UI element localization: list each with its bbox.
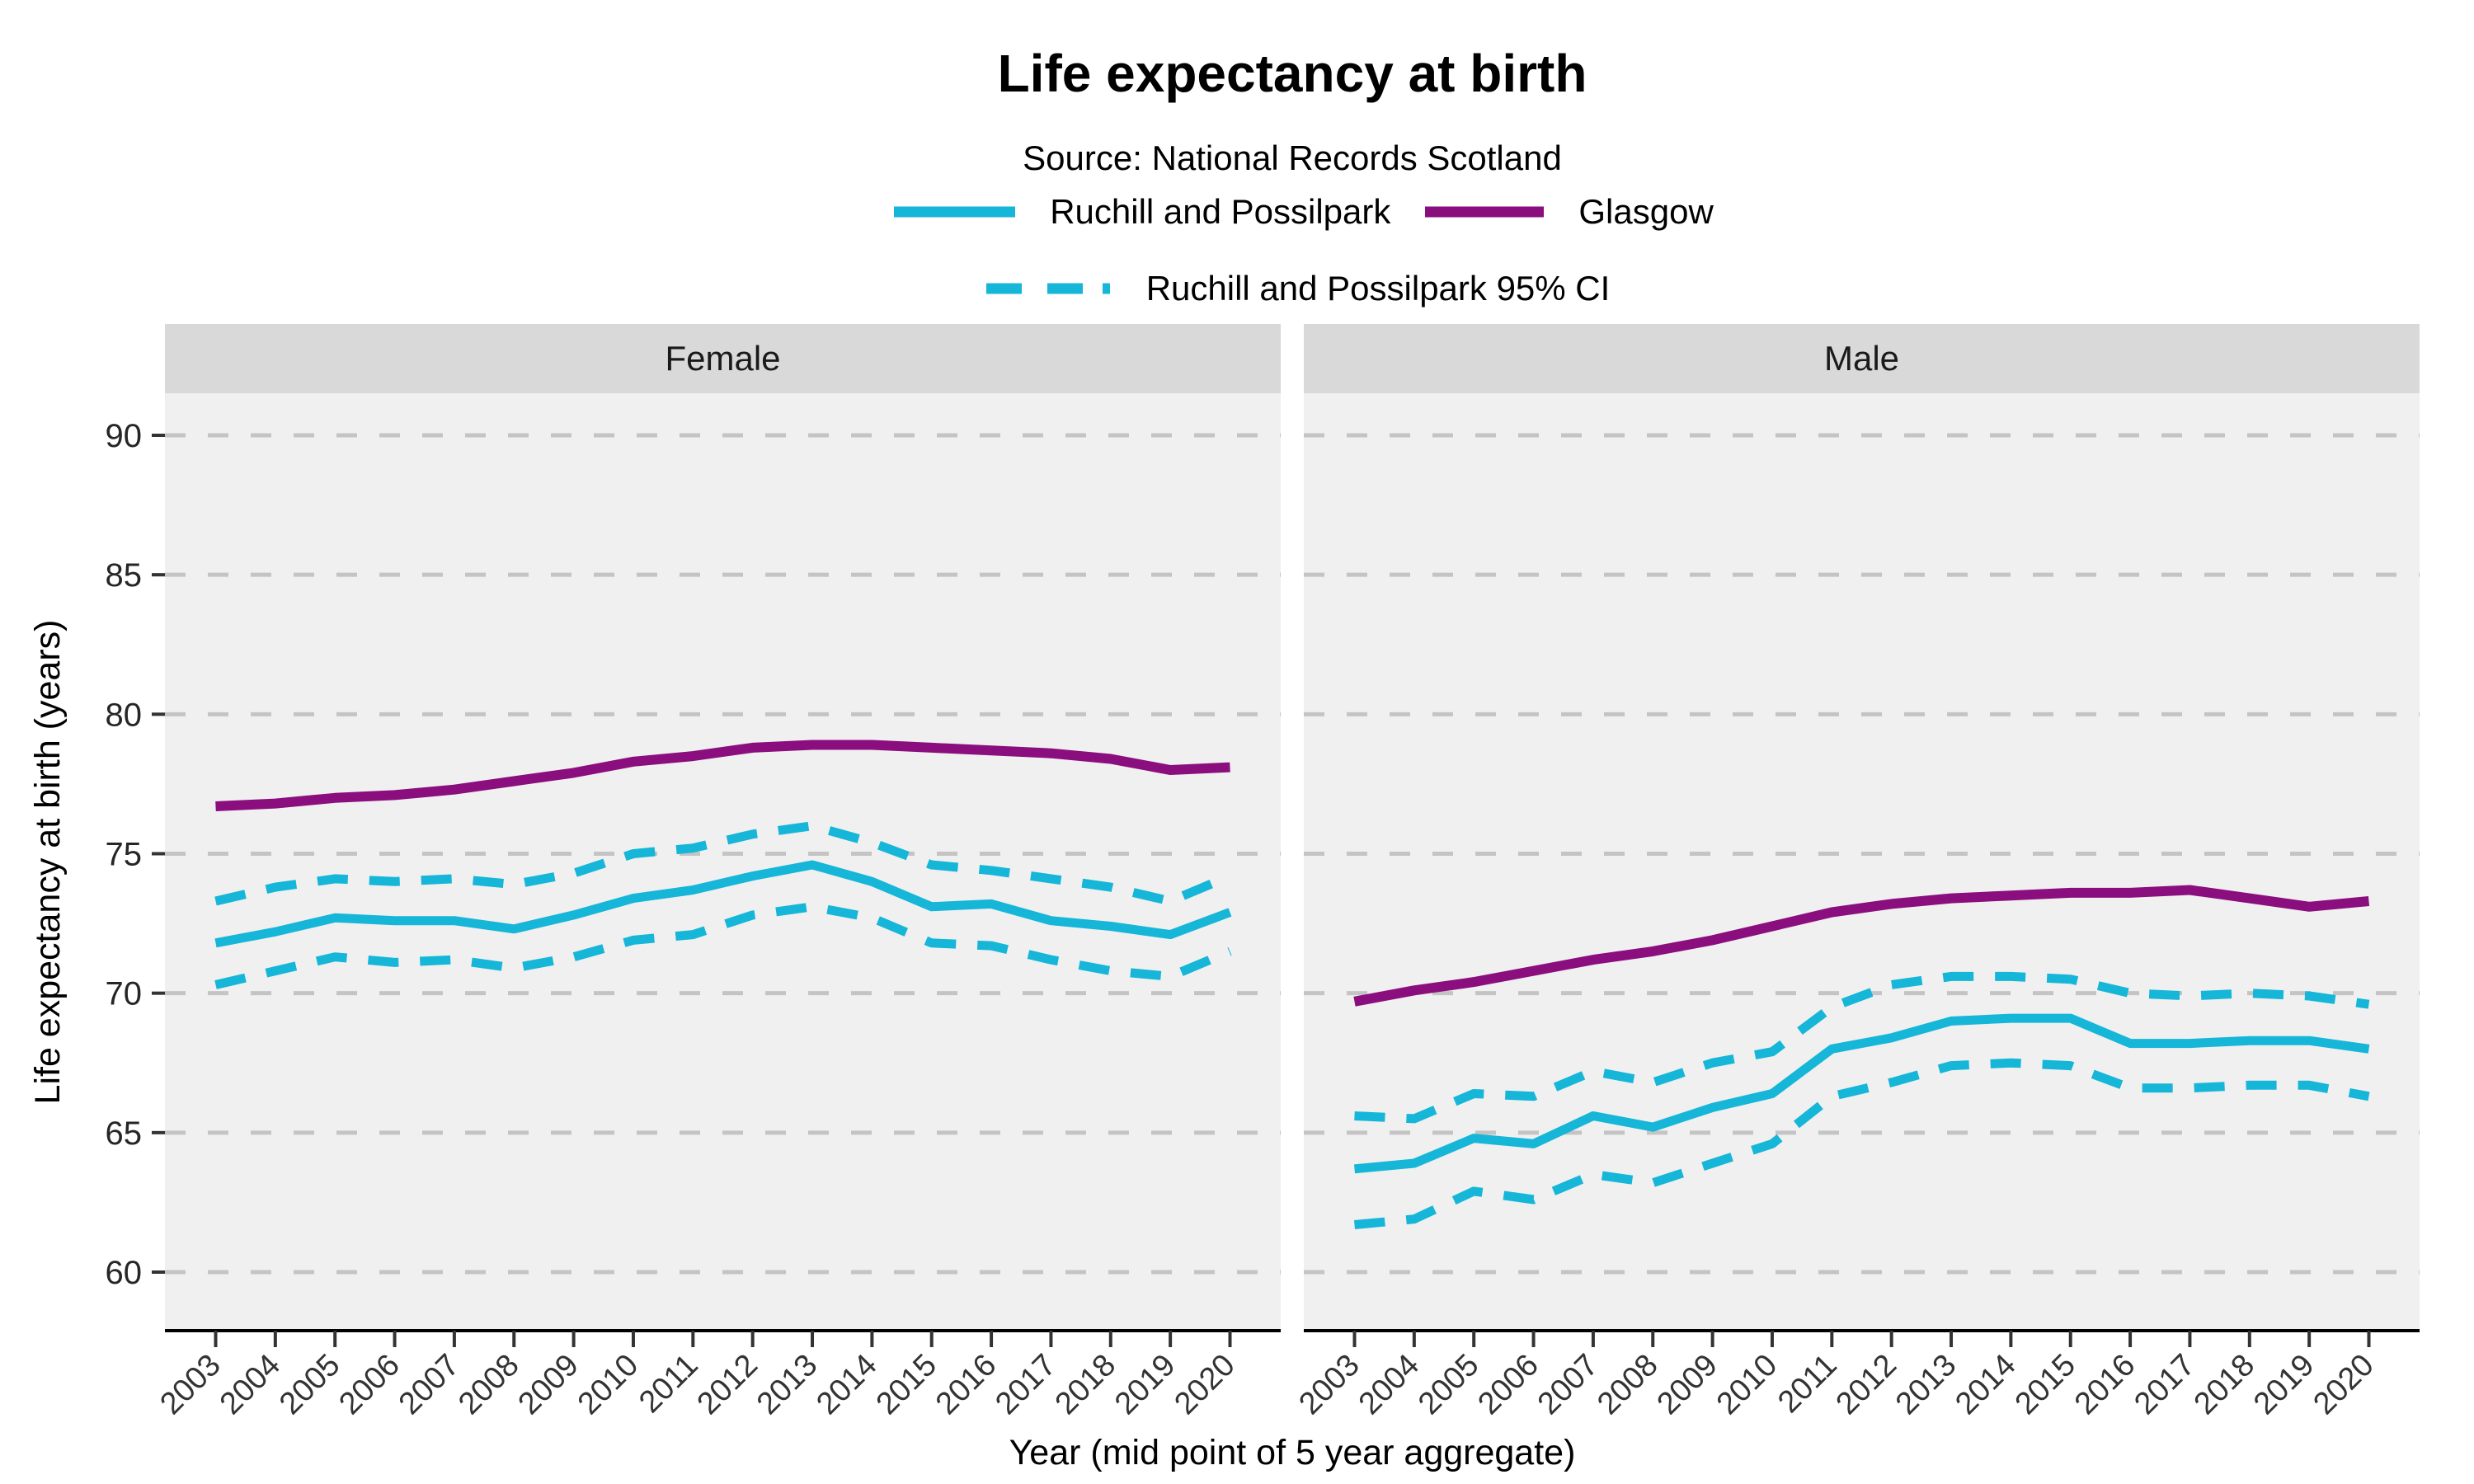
x-tick-label-female-2004: 2004 [214,1348,287,1421]
x-tick-label-male-2012: 2012 [1830,1348,1903,1421]
legend-item-ruchill: Ruchill and Possilpark [894,192,1390,232]
legend-item-ruchill-ci: Ruchill and Possilpark 95% CI [985,269,1611,308]
facet-strip-female [165,324,1281,393]
y-axis-title: Life expectancy at birth (years) [28,620,68,1105]
legend-label-ruchill: Ruchill and Possilpark [1050,192,1391,231]
x-tick-label-female-2009: 2009 [511,1348,585,1421]
female-glasgow-line [215,740,1230,811]
y-tick-label-60: 60 [106,1255,143,1291]
x-tick-label-female-2010: 2010 [571,1348,645,1421]
y-tick-label-80: 80 [106,697,143,733]
legend-solid-line-icon [894,206,1016,218]
y-tick-label-90: 90 [106,418,143,454]
x-tick-label-male-2011: 2011 [1771,1348,1843,1420]
x-tick-label-female-2020: 2020 [1168,1348,1241,1421]
x-tick-label-male-2005: 2005 [1412,1348,1485,1421]
x-tick-label-male-2010: 2010 [1710,1348,1784,1421]
x-tick-label-male-2016: 2016 [2068,1348,2142,1421]
legend-row-2: Ruchill and Possilpark 95% CI [61,269,2474,308]
legend-solid-line-icon [1425,206,1545,218]
x-tick-label-female-2013: 2013 [750,1348,824,1421]
x-tick-label-male-2020: 2020 [2307,1348,2380,1421]
female-ruchill-and-possilpark-95-ci-lower-line [214,902,1232,989]
male-ruchill-and-possilpark-95-ci-upper-line [1354,971,2370,1124]
x-tick-label-female-2003: 2003 [153,1348,227,1421]
x-tick-label-male-2014: 2014 [1949,1348,2022,1421]
x-axis-title: Year (mid point of 5 year aggregate) [1009,1433,1576,1472]
panel-female [165,393,1281,1331]
facet-label-male: Male [1824,339,1899,378]
legend-label-ruchill-ci: Ruchill and Possilpark 95% CI [1145,269,1611,308]
x-tick-label-male-2017: 2017 [2128,1348,2201,1421]
y-tick-label-65: 65 [106,1115,143,1152]
chart-title-row: Life expectancy at birth [0,43,2474,104]
legend-dashed-line-icon [985,283,1112,294]
chart-subtitle-row: Source: National Records Scotland [0,139,2474,178]
legend-item-glasgow: Glasgow [1425,192,1714,232]
male-glasgow-line [1353,885,2370,1007]
x-tick-label-female-2007: 2007 [393,1348,466,1421]
x-tick-label-female-2005: 2005 [273,1348,346,1421]
x-tick-label-female-2016: 2016 [929,1348,1003,1421]
x-tick-label-male-2019: 2019 [2247,1348,2321,1421]
y-tick-label-85: 85 [106,557,143,594]
x-tick-label-female-2019: 2019 [1108,1348,1182,1421]
x-tick-label-female-2017: 2017 [989,1348,1062,1421]
x-tick-label-female-2012: 2012 [691,1348,764,1421]
facet-label-female: Female [665,339,780,378]
x-tick-label-male-2008: 2008 [1591,1348,1664,1421]
chart-subtitle: Source: National Records Scotland [1023,139,1562,177]
x-tick-label-male-2018: 2018 [2188,1348,2261,1421]
female-ruchill-and-possilpark-line [214,860,1232,948]
y-tick-label-75: 75 [106,836,143,872]
y-tick-label-70: 70 [106,976,143,1012]
x-tick-label-female-2014: 2014 [810,1348,883,1421]
x-tick-label-male-2004: 2004 [1352,1348,1426,1421]
x-tick-label-female-2006: 2006 [332,1348,406,1421]
x-tick-label-male-2007: 2007 [1531,1348,1605,1421]
x-tick-label-female-2018: 2018 [1049,1348,1122,1421]
x-tick-label-female-2008: 2008 [452,1348,525,1421]
facet-strip-male [1304,324,2420,393]
female-ruchill-and-possilpark-95-ci-upper-line [214,821,1232,906]
male-ruchill-and-possilpark-line [1353,1013,2370,1174]
panel-male [1304,393,2420,1331]
legend-label-glasgow: Glasgow [1578,192,1714,231]
x-tick-label-male-2006: 2006 [1471,1348,1545,1421]
page-title: Life expectancy at birth [997,44,1587,103]
male-ruchill-and-possilpark-95-ci-lower-line [1353,1058,2370,1229]
x-tick-label-female-2015: 2015 [870,1348,943,1421]
x-tick-label-male-2015: 2015 [2009,1348,2082,1421]
x-tick-label-male-2003: 2003 [1292,1348,1366,1421]
x-tick-label-male-2013: 2013 [1889,1348,1963,1421]
legend-row-1: Ruchill and Possilpark Glasgow [67,192,2474,232]
x-tick-label-male-2009: 2009 [1650,1348,1724,1421]
x-tick-label-female-2011: 2011 [633,1348,704,1420]
